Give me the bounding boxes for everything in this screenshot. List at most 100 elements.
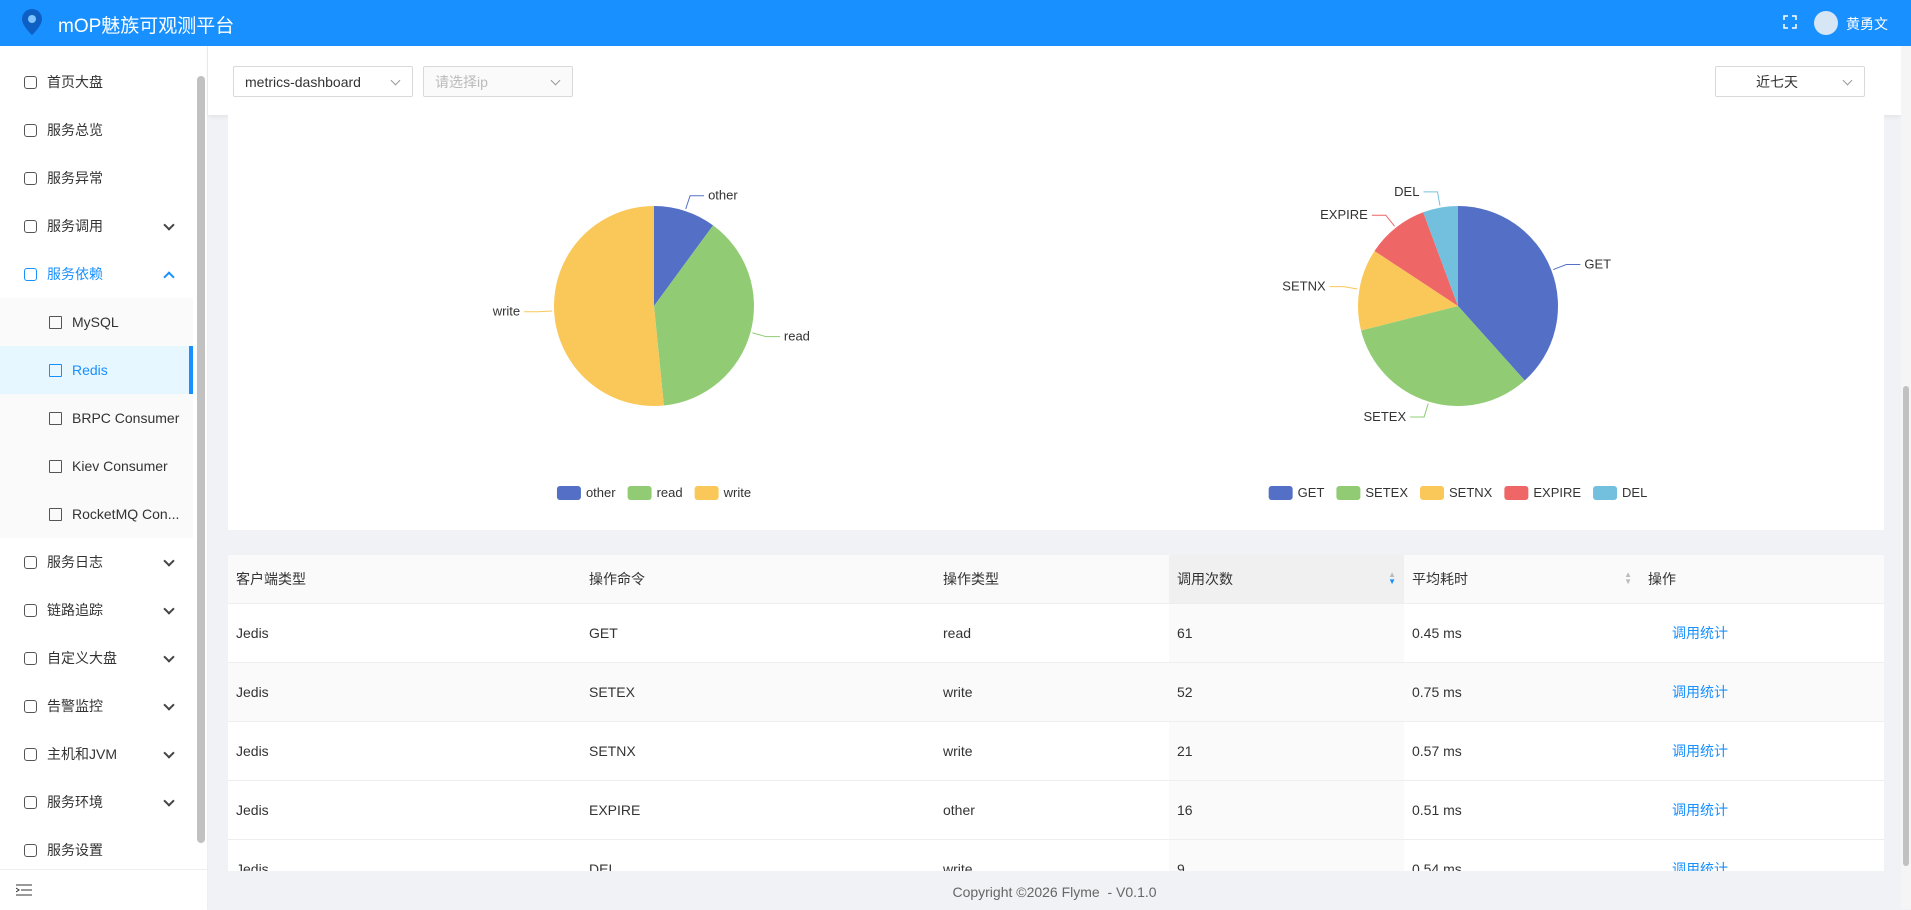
menu-item[interactable]: Kiev Consumer bbox=[0, 442, 193, 490]
menu-icon bbox=[24, 556, 37, 569]
legend-swatch bbox=[556, 486, 581, 500]
menu-icon bbox=[24, 796, 37, 809]
legend-swatch bbox=[1504, 486, 1529, 500]
page-scrollbar bbox=[1901, 46, 1911, 909]
slice-label: GET bbox=[1584, 257, 1611, 272]
menu-label: 服务依赖 bbox=[47, 266, 103, 282]
sort-icon[interactable]: ▲ ▼ bbox=[1624, 570, 1632, 586]
chart-card: other read write other read write GET SETEX SETN… bbox=[228, 115, 1884, 530]
cell: Jedis bbox=[228, 662, 581, 722]
menu-item[interactable]: 服务日志 bbox=[0, 538, 193, 586]
slice-label: SETNX bbox=[1282, 279, 1326, 294]
slice-label: other bbox=[708, 188, 738, 203]
menu-item[interactable]: 服务设置 bbox=[0, 826, 193, 874]
menu-item[interactable]: Redis bbox=[0, 346, 193, 394]
cell: DEL bbox=[581, 839, 935, 871]
cell: EXPIRE bbox=[581, 780, 935, 840]
menu-item[interactable]: 服务总览 bbox=[0, 106, 193, 154]
link[interactable]: 调用统计 bbox=[1640, 662, 1884, 722]
link[interactable]: 调用统计 bbox=[1640, 603, 1884, 663]
cell: 0.54 ms bbox=[1404, 839, 1640, 871]
column-header: 操作命令 bbox=[581, 555, 935, 604]
menu-label: 告警监控 bbox=[47, 698, 103, 714]
link[interactable]: 调用统计 bbox=[1640, 721, 1884, 781]
menu-item[interactable]: 链路追踪 bbox=[0, 586, 193, 634]
menu-icon bbox=[24, 76, 37, 89]
cell: 0.57 ms bbox=[1404, 721, 1640, 781]
cell: SETEX bbox=[581, 662, 935, 722]
charts: other read write other read write GET SETEX SETN… bbox=[492, 184, 1647, 500]
link[interactable]: 调用统计 bbox=[1640, 839, 1884, 871]
leader-line bbox=[1410, 403, 1429, 418]
collapse-bar[interactable] bbox=[0, 869, 207, 910]
menu-icon bbox=[24, 172, 37, 185]
range-picker[interactable]: 近七天 bbox=[1715, 66, 1865, 97]
cell: Jedis bbox=[228, 603, 581, 663]
slice-label: write bbox=[492, 304, 520, 319]
menu-item[interactable]: BRPC Consumer bbox=[0, 394, 193, 442]
menu-item[interactable]: 告警监控 bbox=[0, 682, 193, 730]
cell: 52 bbox=[1169, 662, 1404, 722]
ip-select[interactable]: 请选择ip bbox=[423, 66, 573, 97]
cell: read bbox=[935, 603, 1169, 663]
menu-item[interactable]: RocketMQ Con... bbox=[0, 490, 193, 538]
legend-swatch bbox=[1593, 486, 1618, 500]
pie-slice bbox=[1458, 206, 1558, 381]
cell: GET bbox=[581, 603, 935, 663]
legend-swatch bbox=[694, 486, 719, 500]
legend: other read write bbox=[556, 485, 751, 500]
sort-icon[interactable]: ▲ ▼ bbox=[1388, 570, 1396, 586]
menu-icon bbox=[49, 364, 62, 377]
menu-icon bbox=[24, 604, 37, 617]
chevron bbox=[163, 747, 175, 759]
data-table: 客户端类型 操作命令 操作类型 调用次数 ▲ ▼ 平均耗时 ▲ ▼ 操作 Jedis GET read 6… bbox=[228, 555, 1884, 871]
chevron bbox=[163, 651, 175, 663]
app-select[interactable]: metrics-dashboard bbox=[233, 66, 413, 97]
menu-item[interactable]: 服务调用 bbox=[0, 202, 193, 250]
user-name[interactable]: 黄勇文 bbox=[1846, 16, 1888, 32]
chevron bbox=[163, 699, 175, 711]
menu-label: 主机和JVM bbox=[47, 746, 117, 762]
menu-label: BRPC Consumer bbox=[72, 410, 180, 426]
menu-item[interactable]: 服务依赖 bbox=[0, 250, 193, 298]
fullscreen[interactable] bbox=[1783, 15, 1797, 29]
avatar[interactable] bbox=[1814, 11, 1838, 35]
table-row: Jedis GET read 61 0.45 ms 调用统计 bbox=[228, 603, 1884, 663]
legend-label: other bbox=[586, 485, 616, 500]
cell: 16 bbox=[1169, 780, 1404, 840]
menu-item[interactable]: 服务环境 bbox=[0, 778, 193, 826]
slice-label: SETEX bbox=[1363, 409, 1406, 424]
cell: write bbox=[935, 839, 1169, 871]
chevron bbox=[163, 795, 175, 807]
leader-line bbox=[1329, 286, 1358, 290]
table-row: Jedis EXPIRE other 16 0.51 ms 调用统计 bbox=[228, 780, 1884, 840]
cell: 61 bbox=[1169, 603, 1404, 663]
cell: other bbox=[935, 780, 1169, 840]
legend-label: write bbox=[723, 485, 751, 500]
slice-label: read bbox=[784, 329, 810, 344]
chevron bbox=[163, 603, 175, 615]
menu-item[interactable]: 首页大盘 bbox=[0, 58, 193, 106]
menu-item[interactable]: 自定义大盘 bbox=[0, 634, 193, 682]
leader-line bbox=[524, 310, 553, 313]
legend-swatch bbox=[1268, 486, 1293, 500]
footer: Copyright ©2026 Flyme - V0.1.0 bbox=[952, 884, 1157, 900]
menu-item[interactable]: MySQL bbox=[0, 298, 193, 346]
pie-slice bbox=[1374, 212, 1458, 306]
chevron bbox=[163, 219, 175, 231]
menu-item[interactable]: 服务异常 bbox=[0, 154, 193, 202]
logo bbox=[22, 9, 42, 35]
menu-icon bbox=[49, 316, 62, 329]
menu-item[interactable]: 主机和JVM bbox=[0, 730, 193, 778]
scrollbar bbox=[195, 62, 207, 860]
leader-line bbox=[1553, 264, 1581, 271]
legend-label: SETEX bbox=[1365, 485, 1408, 500]
link[interactable]: 调用统计 bbox=[1640, 780, 1884, 840]
leader-line bbox=[1423, 191, 1441, 206]
column-header: 调用次数 ▲ ▼ bbox=[1169, 555, 1404, 604]
pie-slice bbox=[1423, 206, 1458, 306]
menu-icon bbox=[24, 220, 37, 233]
legend-label: DEL bbox=[1622, 485, 1647, 500]
cell: 0.45 ms bbox=[1404, 603, 1640, 663]
chevron bbox=[163, 555, 175, 567]
